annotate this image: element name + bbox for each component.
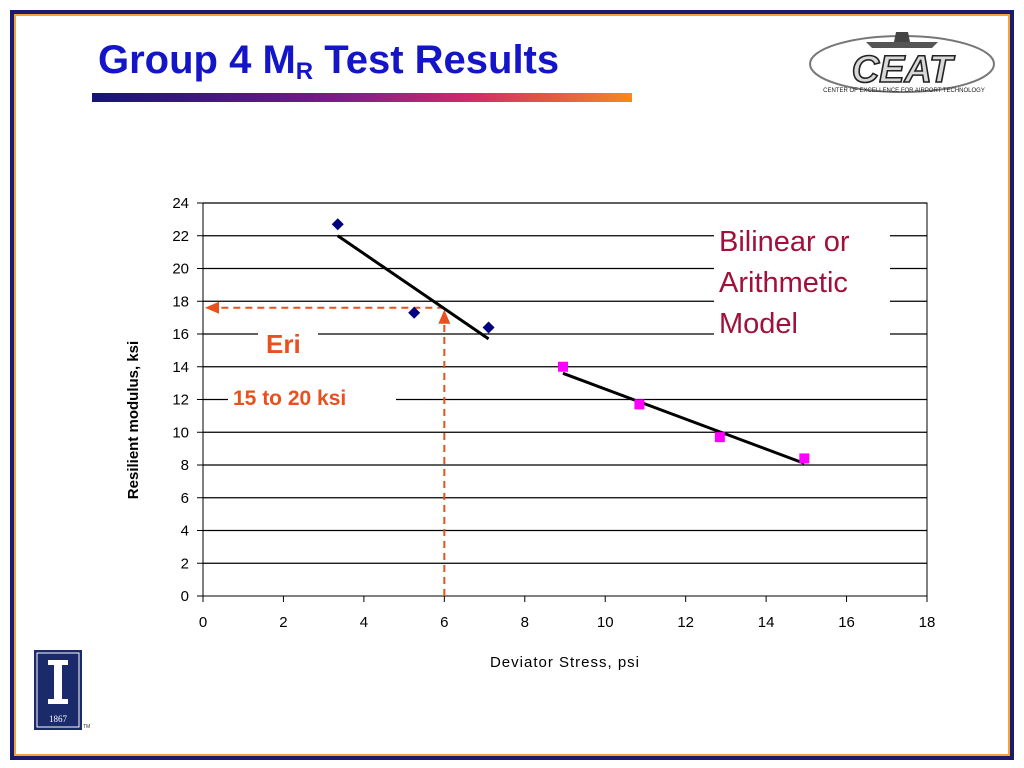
guide-vertical-arrowhead: [438, 309, 451, 324]
slide-title: Group 4 MR Test Results: [98, 38, 559, 86]
point-series1-1: [331, 218, 344, 231]
x-tick-label-6: 12: [677, 614, 694, 631]
y-tick-label-11: 22: [172, 228, 189, 245]
trend-line-1: [562, 371, 805, 465]
slide-frame: [10, 10, 1014, 760]
title-subscript: R: [295, 58, 314, 85]
ceat-logo: CEAT: [809, 32, 995, 93]
title-main: Group 4 M: [98, 38, 296, 82]
university-logo: 1867: [34, 650, 82, 730]
x-tick-label-3: 6: [440, 614, 448, 631]
logo-text: CEAT: [852, 49, 955, 91]
title-underline-bar: [92, 93, 632, 102]
point-series2-4: [799, 453, 810, 464]
y-tick-label-7: 14: [172, 359, 189, 376]
trend-lines: [336, 234, 805, 465]
data-points: [331, 218, 810, 464]
point-series2-3: [714, 432, 725, 443]
point-series2-2: [634, 399, 645, 410]
model-label-background: [714, 223, 890, 341]
x-tick-label-2: 4: [360, 614, 368, 631]
y-tick-label-0: 0: [181, 588, 189, 605]
point-series1-3: [482, 321, 495, 334]
x-tick-label-4: 8: [521, 614, 529, 631]
y-tick-label-9: 18: [172, 293, 189, 310]
x-axis-title: Deviator Stress, psi: [490, 654, 640, 671]
range-label: 15 to 20 ksi: [233, 387, 346, 410]
x-tick-label-9: 18: [919, 614, 936, 631]
x-tick-label-1: 2: [279, 614, 287, 631]
model-label-line-3: Model: [719, 308, 798, 340]
model-label-line-1: Bilinear or: [719, 226, 850, 258]
eri-label: Eri: [266, 329, 301, 359]
x-tick-label-5: 10: [597, 614, 614, 631]
y-tick-label-2: 4: [181, 523, 189, 540]
guide-horizontal-arrowhead: [205, 301, 219, 314]
guide-lines: [205, 301, 451, 596]
y-tick-label-12: 24: [172, 195, 189, 212]
x-tick-label-0: 0: [199, 614, 207, 631]
x-tick-label-8: 16: [838, 614, 855, 631]
y-tick-label-8: 16: [172, 326, 189, 343]
y-tick-label-4: 8: [181, 457, 189, 474]
y-tick-label-3: 6: [181, 490, 189, 507]
logo-caption: CENTER OF EXCELLENCE FOR AIRPORT TECHNOL…: [823, 88, 985, 94]
x-tick-label-7: 14: [758, 614, 775, 631]
point-series2-1: [557, 361, 568, 372]
y-tick-label-10: 20: [172, 261, 189, 278]
range-label-background: [228, 381, 396, 411]
trademark-mark: TM: [83, 724, 91, 730]
title-rest: Test Results: [313, 38, 560, 82]
eri-label-background: [258, 325, 318, 363]
y-axis-title: Resilient modulus, ksi: [125, 341, 142, 499]
model-label-line-2: Arithmetic: [719, 267, 848, 299]
y-tick-label-5: 10: [172, 424, 189, 441]
trend-line-0: [336, 234, 490, 341]
point-series1-2: [408, 306, 421, 319]
y-tick-label-1: 2: [181, 555, 189, 572]
university-year: 1867: [49, 714, 68, 724]
y-tick-label-6: 12: [172, 392, 189, 409]
